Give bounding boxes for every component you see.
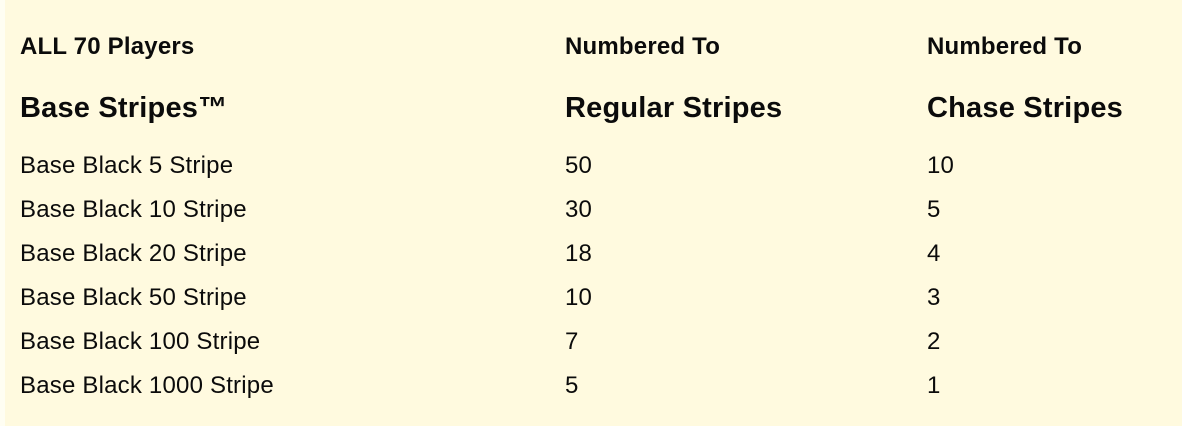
row-chase-value: 3: [927, 284, 941, 311]
table-row: Base Black 20 Stripe 18 4: [20, 232, 1182, 276]
header-numbered-to-chase: Numbered To: [927, 33, 1083, 60]
header-chase-stripes: Chase Stripes: [927, 92, 1124, 124]
left-edge-highlight: [0, 0, 5, 426]
stripes-odds-table: ALL 70 Players Numbered To Numbered To B…: [20, 30, 1182, 408]
table-row: Base Black 5 Stripe 50 10: [20, 144, 1182, 188]
row-regular-value: 7: [565, 328, 579, 355]
row-regular-value: 18: [565, 240, 593, 267]
row-name: Base Black 100 Stripe: [20, 328, 261, 355]
row-chase-value: 2: [927, 328, 941, 355]
row-name: Base Black 20 Stripe: [20, 240, 247, 267]
table-row: Base Black 100 Stripe 7 2: [20, 320, 1182, 364]
row-regular-value: 30: [565, 196, 593, 223]
row-regular-value: 10: [565, 284, 593, 311]
header-base-stripes-title: Base Stripes™: [20, 92, 228, 124]
table-row: Base Black 10 Stripe 30 5: [20, 188, 1182, 232]
row-chase-value: 4: [927, 240, 941, 267]
row-regular-value: 50: [565, 152, 593, 179]
row-regular-value: 5: [565, 372, 579, 399]
row-name: Base Black 1000 Stripe: [20, 372, 274, 399]
header-regular-stripes: Regular Stripes: [565, 92, 783, 124]
row-chase-value: 5: [927, 196, 941, 223]
table-header-line1: ALL 70 Players Numbered To Numbered To: [20, 30, 1182, 64]
row-name: Base Black 5 Stripe: [20, 152, 234, 179]
header-players-title: ALL 70 Players: [20, 33, 195, 60]
table-header-line2: Base Stripes™ Regular Stripes Chase Stri…: [20, 88, 1182, 128]
header-numbered-to-regular: Numbered To: [565, 33, 721, 60]
table-row: Base Black 1000 Stripe 5 1: [20, 364, 1182, 408]
row-name: Base Black 10 Stripe: [20, 196, 247, 223]
row-name: Base Black 50 Stripe: [20, 284, 247, 311]
row-chase-value: 10: [927, 152, 955, 179]
table-body: Base Black 5 Stripe 50 10 Base Black 10 …: [20, 144, 1182, 408]
table-row: Base Black 50 Stripe 10 3: [20, 276, 1182, 320]
row-chase-value: 1: [927, 372, 941, 399]
